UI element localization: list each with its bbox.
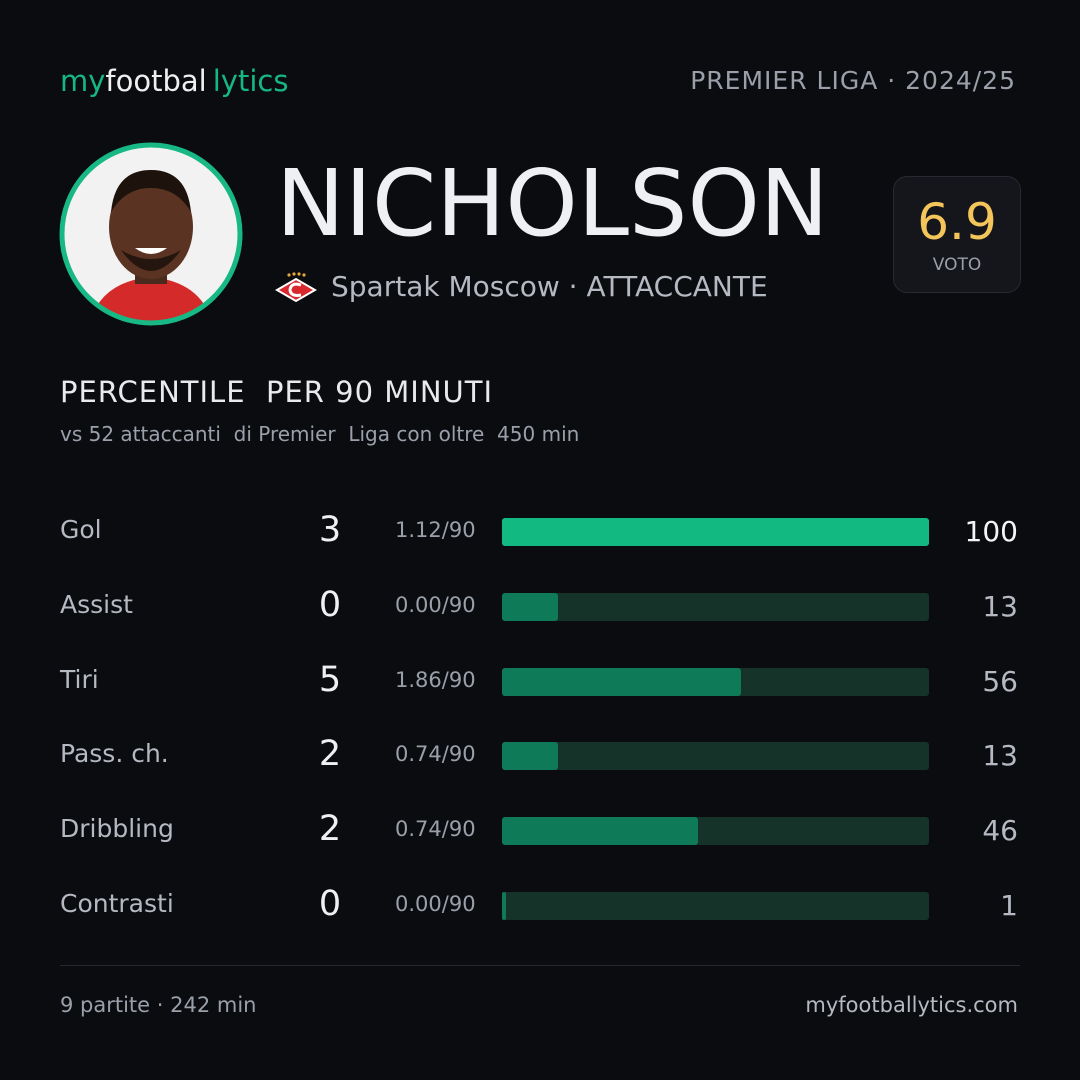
stat-count: 2 xyxy=(318,734,342,775)
stat-per90: 1.12/90 xyxy=(395,518,476,542)
club-badge xyxy=(275,272,317,303)
league: PREMIER LIGA · 2024/25 xyxy=(690,66,1016,95)
bar xyxy=(502,592,558,621)
stat-label: Gol xyxy=(60,515,102,544)
stat-count: 3 xyxy=(318,510,342,550)
stat-per90: 0.00/90 xyxy=(395,892,476,916)
logo-part: my xyxy=(60,64,106,98)
stat-per90: 0.00/90 xyxy=(395,592,476,617)
bar xyxy=(502,817,699,846)
rating-box: 6.9 VOTO xyxy=(893,176,1021,293)
player-name: NICHOLSON xyxy=(276,150,829,257)
rating: 6.9 xyxy=(917,193,997,251)
logo-part: lytics xyxy=(212,64,289,98)
logo-part: footbal xyxy=(105,64,207,98)
bar-track xyxy=(502,742,929,771)
stat-label: Contrasti xyxy=(60,889,174,918)
percentile: 13 xyxy=(982,739,1018,773)
stat-label: Assist xyxy=(60,589,133,619)
stat-count: 0 xyxy=(318,584,342,625)
percentile: 100 xyxy=(964,515,1018,548)
bar xyxy=(502,892,507,920)
stat-label: Tiri xyxy=(60,664,99,694)
percentile: 1 xyxy=(1000,889,1018,922)
logo: myfootbal lytics xyxy=(60,64,288,98)
bar xyxy=(502,742,558,771)
stat-per90: 0.74/90 xyxy=(395,817,476,842)
bar-track xyxy=(502,592,929,621)
bar-track xyxy=(502,892,929,920)
percentile: 13 xyxy=(982,589,1018,623)
bar xyxy=(502,518,929,546)
rating-label: VOTO xyxy=(932,255,982,275)
player-photo xyxy=(59,142,243,326)
stat-count: 5 xyxy=(318,659,342,700)
club-role: Spartak Moscow · ATTACCANTE xyxy=(331,270,768,303)
stat-per90: 1.86/90 xyxy=(395,667,476,692)
stat-label: Pass. ch. xyxy=(60,739,169,769)
percentile: 46 xyxy=(982,814,1018,848)
stat-label: Dribbling xyxy=(60,814,174,844)
divider xyxy=(60,965,1020,966)
section-title: PERCENTILE PER 90 MINUTI xyxy=(60,375,494,409)
percentile: 56 xyxy=(982,664,1018,698)
stat-per90: 0.74/90 xyxy=(395,742,476,767)
stat-count: 2 xyxy=(318,809,342,850)
bar xyxy=(502,667,742,696)
footer-right: myfootballytics.com xyxy=(805,993,1018,1017)
section-subtitle: vs 52 attaccanti di Premier Liga con olt… xyxy=(60,422,580,446)
stat-count: 0 xyxy=(318,884,342,924)
footer-left: 9 partite · 242 min xyxy=(60,993,257,1017)
